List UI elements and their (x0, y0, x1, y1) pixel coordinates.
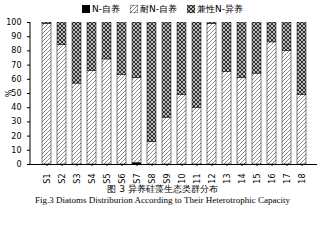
svg-text:70: 70 (11, 61, 21, 70)
svg-text:S16: S16 (268, 174, 277, 185)
svg-text:S5: S5 (103, 174, 112, 184)
svg-text:S13: S13 (223, 174, 232, 185)
svg-text:10: 10 (11, 146, 21, 155)
svg-text:100: 100 (6, 18, 21, 27)
svg-text:S8: S8 (148, 174, 157, 184)
svg-text:S4: S4 (88, 174, 97, 184)
svg-text:0: 0 (16, 160, 21, 169)
svg-text:S12: S12 (208, 174, 217, 185)
html-text:N-自养: N-自养 (92, 3, 120, 14)
svg-text:%: % (5, 89, 14, 97)
svg-text:S15: S15 (253, 174, 262, 185)
svg-text:20: 20 (11, 132, 21, 141)
svg-text:S3: S3 (73, 174, 82, 184)
svg-text:S2: S2 (58, 174, 67, 184)
html-text:图 3 异养硅藻生态类群分布: 图 3 异养硅藻生态类群分布 (107, 184, 218, 194)
svg-text:S6: S6 (118, 174, 127, 184)
svg-text:S7: S7 (133, 174, 142, 184)
svg-text:S11: S11 (193, 174, 202, 185)
svg-text:S17: S17 (283, 174, 292, 185)
svg-text:S9: S9 (163, 174, 172, 184)
svg-text:S10: S10 (178, 174, 187, 185)
svg-text:30: 30 (11, 117, 21, 126)
svg-text:90: 90 (11, 32, 21, 41)
svg-text:S18: S18 (298, 174, 307, 185)
html-text:Fig.3 Diatoms Distriburion Acc: Fig.3 Diatoms Distriburion According to … (35, 195, 290, 205)
svg-text:S1: S1 (43, 174, 52, 184)
svg-text:S14: S14 (238, 174, 247, 185)
html-text:兼性N-异养: 兼性N-异养 (197, 3, 243, 14)
svg-text:50: 50 (11, 89, 22, 99)
svg-text:60: 60 (11, 75, 21, 84)
html-text:耐N-自养: 耐N-自养 (140, 3, 177, 14)
svg-text:40: 40 (11, 103, 21, 112)
svg-text:80: 80 (11, 46, 21, 55)
